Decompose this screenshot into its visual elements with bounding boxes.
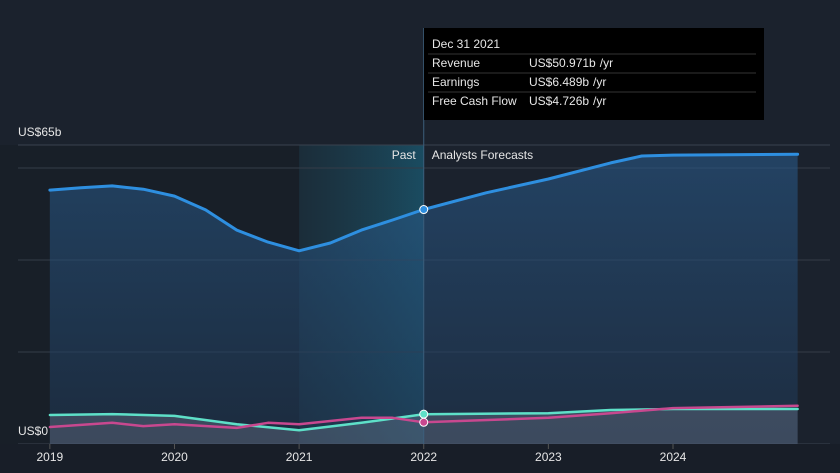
x-tick-label: 2023 (535, 450, 562, 464)
tooltip: Dec 31 2021 Revenue US$50.971b/yr Earnings U… (424, 28, 764, 120)
line-2 (48, 404, 799, 430)
x-tick-label: 2019 (37, 450, 64, 464)
tooltip-label: Free Cash Flow (432, 94, 517, 108)
tooltip-box (424, 28, 764, 120)
tooltip-unit: /yr (593, 75, 606, 89)
tooltip-title: Dec 31 2021 (432, 37, 500, 51)
line-1 (48, 407, 799, 432)
tooltip-value: US$6.489b (529, 75, 589, 89)
tooltip-label: Earnings (432, 75, 479, 89)
tooltip-unit: /yr (600, 56, 613, 70)
hover-marker (419, 409, 429, 419)
past-label: Past (392, 148, 417, 162)
x-tick-label: 2022 (410, 450, 437, 464)
tooltip-value: US$4.726b (529, 94, 589, 108)
hover-marker (419, 417, 429, 427)
forecast-label: Analysts Forecasts (432, 148, 533, 162)
x-tick-label: 2020 (161, 450, 188, 464)
line-0 (48, 152, 800, 253)
hover-marker (419, 205, 429, 215)
tooltip-label: Revenue (432, 56, 480, 70)
y-tick-label: US$0 (18, 424, 48, 438)
x-axis-band (0, 444, 840, 473)
y-tick-label: US$65b (18, 125, 62, 139)
tooltip-unit: /yr (593, 94, 606, 108)
x-tick-label: 2024 (660, 450, 687, 464)
tooltip-value: US$50.971b (529, 56, 596, 70)
x-tick-label: 2021 (286, 450, 313, 464)
